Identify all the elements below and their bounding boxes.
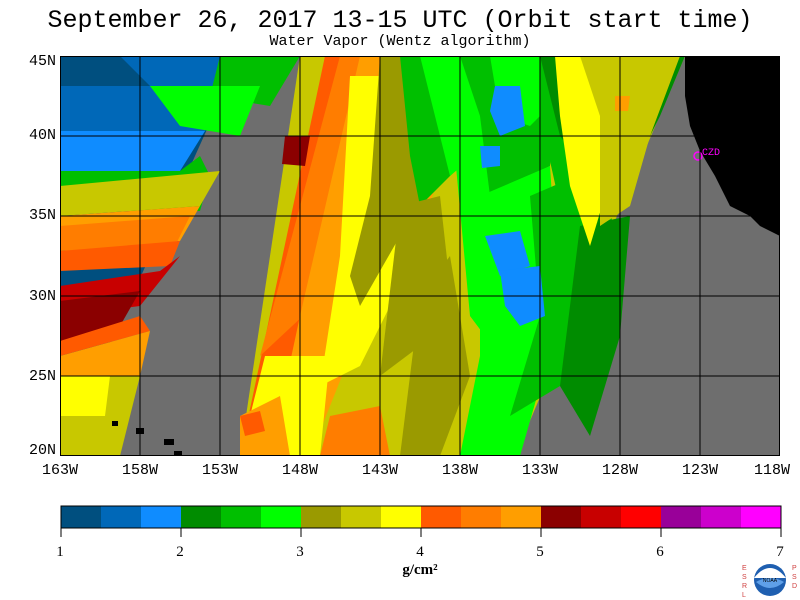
lat-label-20n: 20N	[28, 442, 56, 459]
colorbar-swatch	[421, 506, 461, 528]
lat-label-35n: 35N	[28, 207, 56, 224]
lon-label-163w: 163W	[41, 462, 78, 479]
colorbar-swatch	[181, 506, 221, 528]
colorbar-swatch	[501, 506, 541, 528]
lon-label-133w: 133W	[521, 462, 558, 479]
colorbar-tick-5: 5	[536, 544, 544, 560]
colorbar-unit: g/cm²	[402, 562, 438, 578]
colorbar-swatch	[701, 506, 741, 528]
esrl-label: E	[742, 565, 747, 572]
noaa-logo: E S R L NOAA P S D	[742, 564, 797, 599]
colorbar-swatch	[541, 506, 581, 528]
svg-text:R: R	[742, 583, 747, 590]
colorbar-swatch	[381, 506, 421, 528]
colorbar-swatch	[61, 506, 101, 528]
california-land	[685, 56, 780, 236]
colorbar-swatch	[101, 506, 141, 528]
lon-label-128w: 128W	[601, 462, 638, 479]
colorbar-tick-2: 2	[176, 544, 184, 560]
lon-label-138w: 138W	[441, 462, 478, 479]
svg-text:L: L	[742, 592, 746, 599]
colorbar-swatch	[261, 506, 301, 528]
svg-text:D: D	[792, 583, 797, 590]
central-swath	[240, 56, 685, 456]
lon-label-123w: 123W	[681, 462, 718, 479]
lon-label-158w: 158W	[121, 462, 158, 479]
map-subtitle: Water Vapor (Wentz algorithm)	[269, 33, 531, 50]
colorbar-swatch	[301, 506, 341, 528]
station-marker	[693, 151, 703, 161]
svg-text:S: S	[742, 574, 747, 581]
psd-label: P	[792, 565, 797, 572]
colorbar-swatch	[221, 506, 261, 528]
lat-label-25n: 25N	[28, 368, 56, 385]
colorbar-swatch	[141, 506, 181, 528]
lon-label-148w: 148W	[281, 462, 318, 479]
lon-label-118w: 118W	[753, 462, 790, 479]
colorbar-swatch	[581, 506, 621, 528]
colorbar-swatch	[461, 506, 501, 528]
noaa-text: NOAA	[763, 578, 778, 584]
station-label: CZD	[702, 148, 720, 159]
colorbar-swatch	[621, 506, 661, 528]
lat-label-45n: 45N	[28, 53, 56, 70]
colorbar-tick-4: 4	[416, 544, 424, 560]
lat-lon-grid	[60, 56, 780, 456]
lon-label-143w: 143W	[361, 462, 398, 479]
svg-text:S: S	[792, 574, 797, 581]
water-vapor-map: CZD	[60, 56, 780, 456]
colorbar	[60, 505, 782, 537]
map-title: September 26, 2017 13-15 UTC (Orbit star…	[47, 6, 753, 35]
colorbar-tick-6: 6	[656, 544, 664, 560]
colorbar-swatch	[341, 506, 381, 528]
colorbar-tick-3: 3	[296, 544, 304, 560]
colorbar-swatch	[741, 506, 781, 528]
lon-label-153w: 153W	[201, 462, 238, 479]
lat-label-40n: 40N	[28, 127, 56, 144]
colorbar-swatch	[661, 506, 701, 528]
lat-label-30n: 30N	[28, 288, 56, 305]
colorbar-tick-7: 7	[776, 544, 784, 560]
colorbar-tick-1: 1	[56, 544, 64, 560]
